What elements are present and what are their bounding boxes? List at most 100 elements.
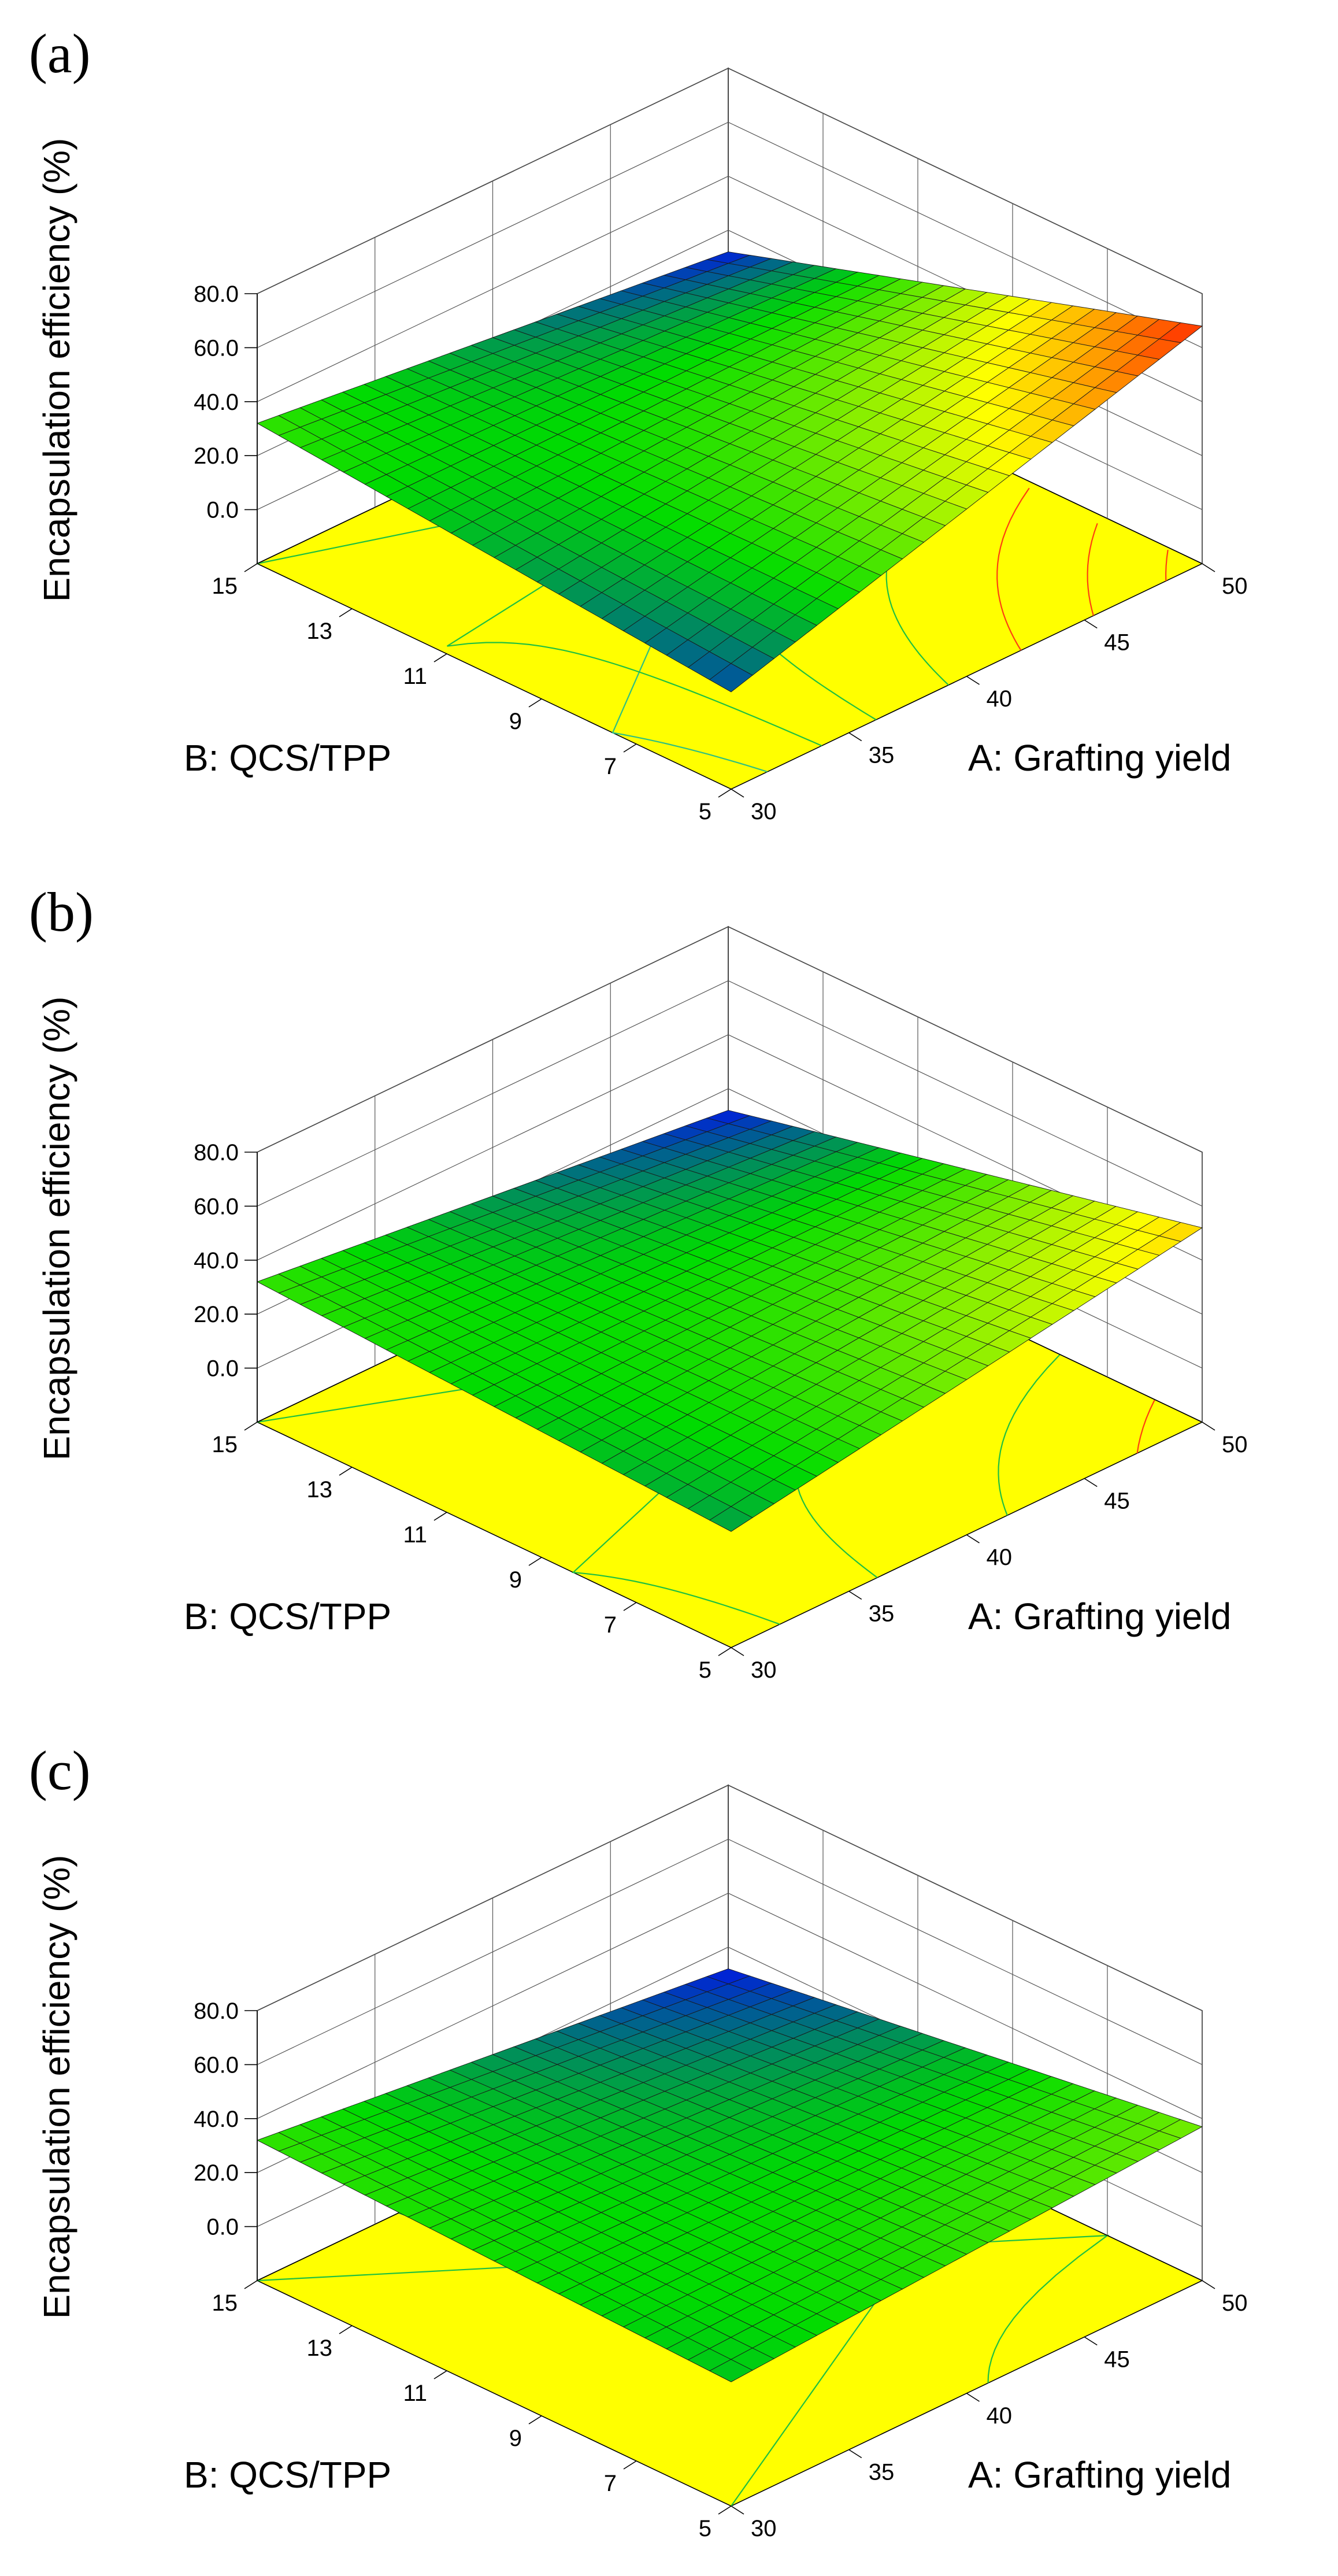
panel-letter: (c) bbox=[29, 1739, 91, 1801]
x-tick-label: 30 bbox=[751, 2516, 777, 2541]
x-tick-label: 45 bbox=[1104, 2347, 1130, 2373]
z-tick-label: 80.0 bbox=[194, 1140, 239, 1165]
surface-chart-b: 0.0 20.0 40.0 60.0 80.0 30 35 40 45 50 5 7 9 11 13 15 (… bbox=[29, 881, 1248, 1683]
x-tick-mark bbox=[731, 2505, 744, 2515]
y-tick-mark bbox=[623, 2460, 637, 2470]
x-tick-label: 35 bbox=[869, 1601, 895, 1627]
y-tick-mark bbox=[433, 1512, 447, 1521]
z-tick-label: 60.0 bbox=[194, 2052, 239, 2078]
y-tick-label: 9 bbox=[509, 1567, 522, 1593]
x-tick-mark bbox=[1084, 1478, 1098, 1487]
y-tick-mark bbox=[528, 2415, 542, 2425]
z-tick-label: 60.0 bbox=[194, 335, 239, 361]
y-tick-mark bbox=[244, 1422, 258, 1431]
y-tick-mark bbox=[528, 698, 542, 708]
y-tick-mark bbox=[718, 2505, 732, 2515]
x-tick-label: 30 bbox=[751, 1657, 777, 1683]
y-tick-mark bbox=[718, 789, 732, 798]
surface-panel-b: 0.0 20.0 40.0 60.0 80.0 30 35 40 45 50 5 7 9 11 13 15 (… bbox=[0, 858, 1338, 1717]
y-tick-mark bbox=[623, 1602, 637, 1611]
contour-line bbox=[998, 1354, 1061, 1516]
x-tick-mark bbox=[966, 2393, 980, 2402]
y-tick-label: 7 bbox=[604, 754, 617, 779]
y-tick-mark bbox=[623, 743, 637, 753]
x-tick-label: 35 bbox=[869, 743, 895, 768]
z-tick-label: 40.0 bbox=[194, 2107, 239, 2132]
x-tick-mark bbox=[966, 676, 980, 685]
x-axis-title: A: Grafting yield bbox=[968, 737, 1231, 779]
y-tick-label: 15 bbox=[212, 2290, 238, 2316]
z-tick-label: 0.0 bbox=[206, 2215, 239, 2240]
y-tick-label: 5 bbox=[699, 799, 711, 824]
x-tick-mark bbox=[848, 2449, 862, 2459]
x-tick-mark bbox=[731, 789, 744, 798]
y-axis-title: B: QCS/TPP bbox=[184, 2454, 391, 2496]
z-axis-title: Encapsulation efficiency (%) bbox=[36, 1855, 77, 2319]
y-tick-mark bbox=[433, 2370, 447, 2379]
x-tick-mark bbox=[848, 1590, 862, 1600]
x-tick-mark bbox=[1202, 2280, 1215, 2289]
z-axis-title: Encapsulation efficiency (%) bbox=[36, 997, 77, 1461]
y-tick-label: 7 bbox=[604, 1612, 617, 1638]
z-tick-label: 60.0 bbox=[194, 1194, 239, 1219]
x-tick-label: 35 bbox=[869, 2460, 895, 2485]
z-tick-label: 80.0 bbox=[194, 1998, 239, 2024]
contour-line bbox=[1087, 523, 1098, 616]
z-tick-label: 0.0 bbox=[206, 498, 239, 523]
y-axis-title: B: QCS/TPP bbox=[184, 737, 391, 779]
x-tick-mark bbox=[1084, 2336, 1098, 2346]
z-tick-label: 20.0 bbox=[194, 1302, 239, 1327]
y-tick-mark bbox=[244, 563, 258, 572]
y-tick-label: 9 bbox=[509, 709, 522, 734]
x-tick-mark bbox=[1202, 563, 1215, 572]
x-tick-label: 50 bbox=[1222, 573, 1248, 599]
contour-line bbox=[1136, 1399, 1155, 1453]
surface-chart-c: 0.0 20.0 40.0 60.0 80.0 30 35 40 45 50 5 7 9 11 13 15 (… bbox=[29, 1739, 1248, 2541]
surface-cell bbox=[709, 1506, 753, 1532]
surface-panel-c: 0.0 20.0 40.0 60.0 80.0 30 35 40 45 50 5 7 9 11 13 15 (… bbox=[0, 1717, 1338, 2575]
z-axis-title: Encapsulation efficiency (%) bbox=[36, 138, 77, 602]
z-tick-label: 20.0 bbox=[194, 2160, 239, 2186]
y-tick-label: 13 bbox=[307, 1477, 333, 1502]
y-axis-title: B: QCS/TPP bbox=[184, 1596, 391, 1637]
y-tick-mark bbox=[339, 608, 353, 617]
x-tick-label: 30 bbox=[751, 799, 777, 824]
z-tick-label: 20.0 bbox=[194, 443, 239, 469]
y-tick-label: 11 bbox=[403, 1522, 427, 1548]
y-tick-mark bbox=[433, 653, 447, 662]
contour-line bbox=[257, 2234, 1110, 2383]
z-tick-label: 0.0 bbox=[206, 1356, 239, 1382]
x-tick-mark bbox=[966, 1534, 980, 1544]
x-tick-label: 50 bbox=[1222, 1432, 1248, 1457]
x-tick-label: 40 bbox=[987, 686, 1013, 712]
y-tick-label: 5 bbox=[699, 1657, 711, 1683]
x-tick-label: 45 bbox=[1104, 630, 1130, 656]
x-tick-mark bbox=[1084, 619, 1098, 629]
contour-line bbox=[996, 487, 1030, 651]
panel-letter: (a) bbox=[29, 23, 91, 84]
y-tick-mark bbox=[244, 2280, 258, 2289]
surface-cell bbox=[709, 663, 753, 693]
y-tick-label: 13 bbox=[307, 619, 333, 644]
x-tick-label: 45 bbox=[1104, 1489, 1130, 1514]
z-tick-label: 40.0 bbox=[194, 1248, 239, 1274]
z-tick-label: 40.0 bbox=[194, 390, 239, 415]
x-tick-mark bbox=[848, 732, 862, 742]
panel-letter: (b) bbox=[29, 881, 94, 943]
x-tick-label: 50 bbox=[1222, 2290, 1248, 2316]
surface-panel-a: 0.0 20.0 40.0 60.0 80.0 30 35 40 45 50 5 7 9 11 13 15 (… bbox=[0, 0, 1338, 858]
contour-line bbox=[1165, 550, 1169, 582]
y-tick-label: 5 bbox=[699, 2516, 711, 2541]
x-axis-title: A: Grafting yield bbox=[968, 1596, 1231, 1637]
y-tick-mark bbox=[718, 1647, 732, 1656]
x-tick-label: 40 bbox=[987, 2403, 1013, 2429]
y-tick-label: 7 bbox=[604, 2471, 617, 2496]
y-tick-mark bbox=[339, 1467, 353, 1476]
z-tick-label: 80.0 bbox=[194, 282, 239, 307]
y-tick-label: 9 bbox=[509, 2426, 522, 2451]
y-tick-mark bbox=[528, 1557, 542, 1566]
surface-cell bbox=[709, 2359, 753, 2382]
y-tick-label: 15 bbox=[212, 1432, 238, 1457]
y-tick-label: 11 bbox=[403, 664, 427, 689]
x-tick-mark bbox=[731, 1647, 744, 1656]
